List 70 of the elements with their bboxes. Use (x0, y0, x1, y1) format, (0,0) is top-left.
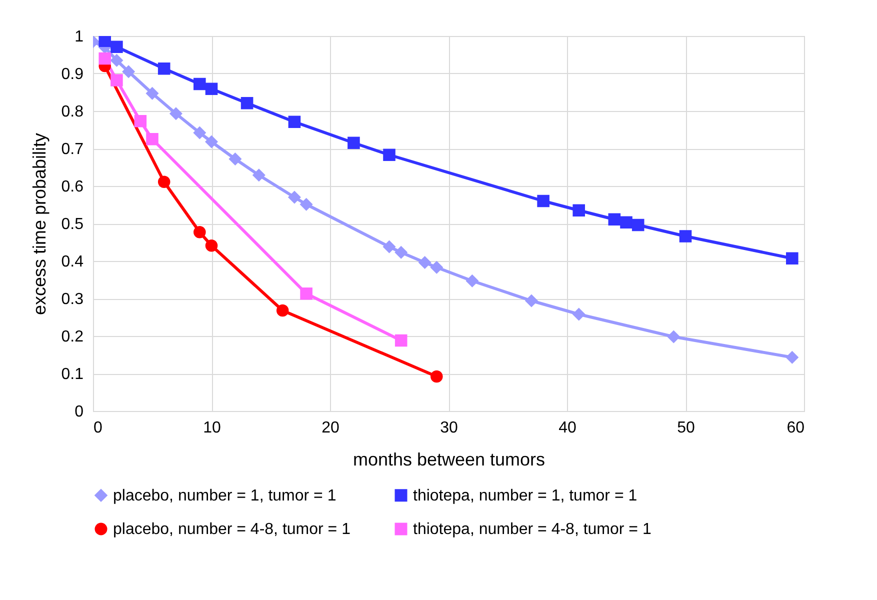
point (98, 36, 111, 48)
point (146, 132, 158, 146)
point (668, 330, 680, 343)
point (383, 240, 396, 253)
y-axis-title: excess time probability (29, 132, 50, 316)
point (276, 304, 289, 317)
x-axis-title: months between tumors (352, 450, 546, 470)
point (122, 65, 135, 78)
point (205, 239, 218, 252)
x-tick-label: 40 (558, 420, 576, 436)
y-tick-label: 0.4 (61, 254, 84, 270)
y-tick-label: 1 (74, 28, 84, 46)
point (300, 287, 312, 300)
point (98, 52, 111, 65)
y-tick-label: 0.9 (61, 66, 84, 83)
y-tick-label: 0.5 (61, 216, 84, 233)
x-tick-label: 0 (94, 420, 102, 436)
point (110, 54, 123, 67)
x-tick-label: 10 (203, 420, 221, 436)
point (252, 168, 266, 182)
point (110, 74, 123, 86)
point (430, 370, 443, 383)
point (466, 274, 478, 288)
point (288, 191, 301, 204)
y-tick-label: 0.2 (61, 328, 84, 346)
point (430, 261, 443, 274)
point (786, 351, 798, 364)
point (205, 82, 218, 96)
x-tick-label: 30 (440, 420, 458, 436)
point (158, 62, 170, 75)
point (394, 334, 408, 347)
point (240, 96, 254, 110)
point (383, 148, 396, 162)
y-tick-label: 0.6 (61, 178, 84, 196)
point (194, 78, 206, 90)
point (170, 107, 182, 120)
y-tick-label: 0.8 (61, 104, 84, 120)
point (229, 152, 242, 166)
point (300, 198, 312, 211)
point (110, 40, 123, 54)
legend-label: thiotepa, number = 1, tumor = 1 (413, 487, 638, 504)
legend-label: placebo, number = 1, tumor = 1 (113, 487, 336, 504)
point (348, 136, 360, 150)
legend-label: placebo, number = 4-8, tumor = 1 (113, 521, 351, 538)
point (194, 126, 206, 139)
y-tick-label: 0 (74, 404, 84, 420)
point (632, 218, 644, 232)
point (608, 213, 621, 226)
point (146, 87, 158, 100)
x-tick-label: 20 (322, 420, 340, 436)
point (572, 204, 585, 217)
point (537, 194, 550, 208)
legend-label: thiotepa, number = 4-8, tumor = 1 (413, 521, 652, 538)
point (194, 226, 206, 238)
point (134, 114, 147, 128)
point (620, 216, 632, 229)
x-tick-label: 60 (786, 420, 805, 436)
point (418, 256, 431, 269)
point (394, 246, 408, 259)
point (205, 136, 218, 148)
y-tick-label: 0.3 (61, 291, 84, 308)
point (288, 116, 301, 128)
point (525, 294, 538, 307)
point (786, 252, 798, 265)
y-tick-label: 0.7 (61, 141, 84, 158)
y-tick-label: 0.1 (61, 366, 84, 383)
point (679, 230, 692, 242)
point (572, 308, 585, 320)
point (158, 176, 170, 188)
x-tick-label: 50 (677, 420, 695, 436)
